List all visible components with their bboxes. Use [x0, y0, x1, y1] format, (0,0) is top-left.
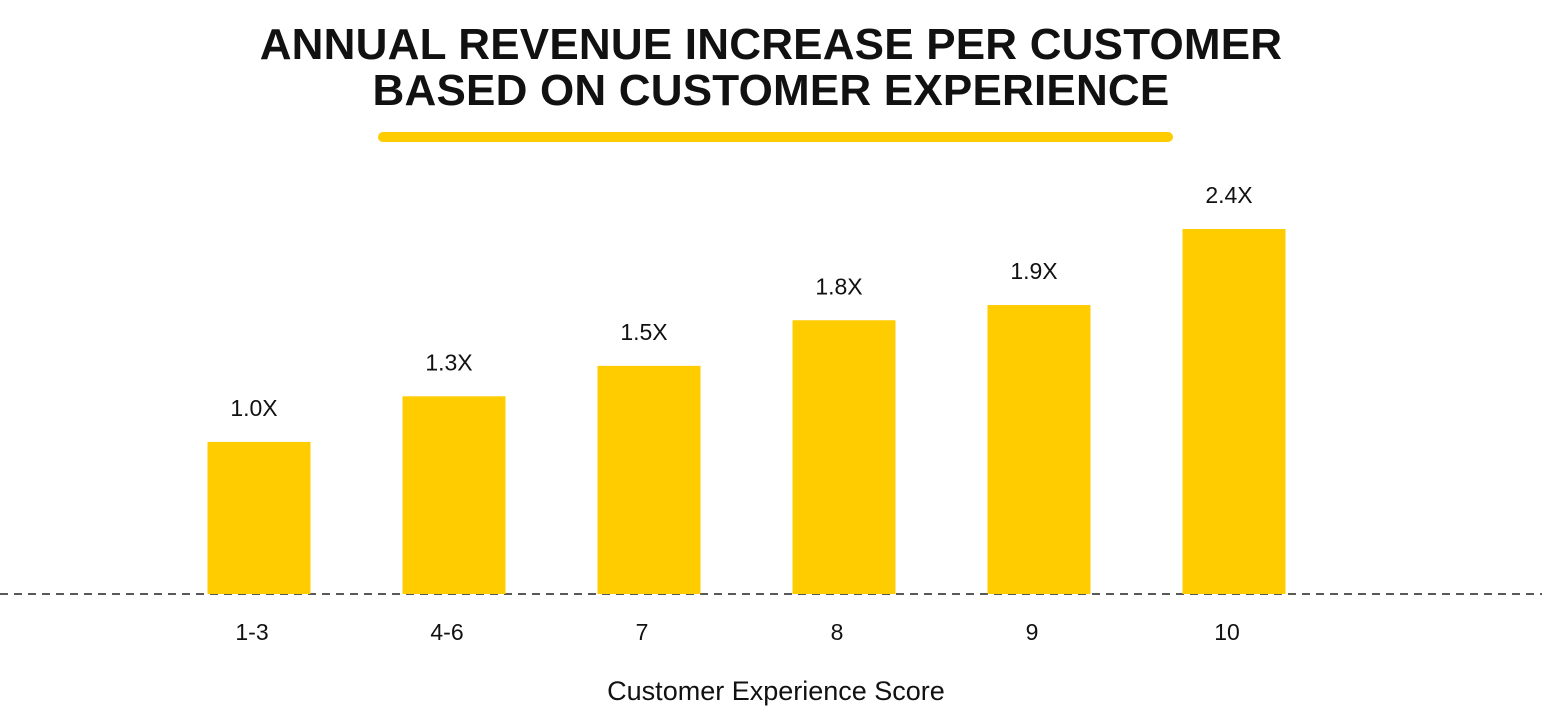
bar-0 [207, 441, 311, 594]
title-underline [378, 132, 1173, 142]
chart-title-line-2: BASED ON CUSTOMER EXPERIENCE [372, 66, 1170, 115]
bar-4 [987, 305, 1091, 594]
chart-title: ANNUAL REVENUE INCREASE PER CUSTOMER BAS… [0, 22, 1542, 114]
x-tick-labels-group: 1-3 4-6 7 8 9 10 [235, 619, 1239, 645]
bar-2 [597, 365, 701, 594]
data-label-2: 1.5X [620, 319, 667, 345]
data-label-5: 2.4X [1205, 182, 1252, 208]
x-axis-title: Customer Experience Score [607, 676, 945, 706]
data-label-3: 1.8X [815, 273, 862, 299]
x-tick-label-1: 4-6 [430, 619, 463, 645]
data-label-1: 1.3X [425, 349, 472, 375]
x-tick-label-3: 8 [831, 619, 844, 645]
x-tick-label-0: 1-3 [235, 619, 268, 645]
value-labels-group: 1.0X 1.3X 1.5X 1.8X 1.9X 2.4X [230, 182, 1252, 421]
data-label-4: 1.9X [1010, 258, 1057, 284]
data-label-0: 1.0X [230, 395, 277, 421]
bar-3 [792, 320, 896, 594]
x-tick-label-4: 9 [1026, 619, 1039, 645]
x-tick-label-5: 10 [1214, 619, 1240, 645]
bar-5 [1182, 229, 1286, 594]
bar-1 [402, 396, 506, 594]
x-tick-label-2: 7 [636, 619, 649, 645]
bars-group [207, 229, 1286, 594]
chart-title-line-1: ANNUAL REVENUE INCREASE PER CUSTOMER [259, 20, 1283, 69]
